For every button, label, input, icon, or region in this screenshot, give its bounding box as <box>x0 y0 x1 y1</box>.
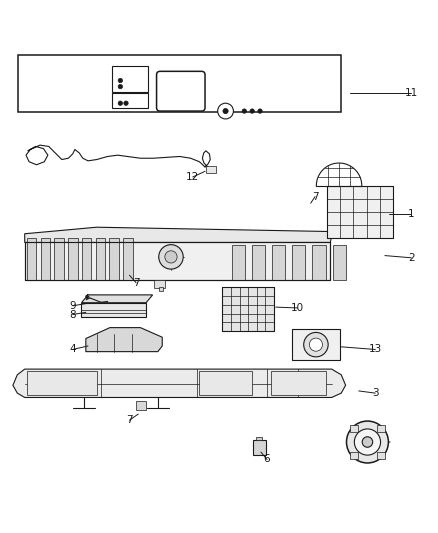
Circle shape <box>124 101 128 106</box>
Polygon shape <box>68 238 78 280</box>
Circle shape <box>165 251 177 263</box>
Text: 6: 6 <box>264 455 270 464</box>
Bar <box>199 372 252 395</box>
Circle shape <box>362 437 373 447</box>
Polygon shape <box>27 238 36 280</box>
Polygon shape <box>272 245 286 280</box>
Polygon shape <box>123 238 133 280</box>
Bar <box>292 329 339 360</box>
Polygon shape <box>31 89 80 94</box>
Polygon shape <box>86 328 162 352</box>
Polygon shape <box>332 245 346 280</box>
Circle shape <box>218 103 233 119</box>
Text: 4: 4 <box>69 344 76 354</box>
Text: 3: 3 <box>372 388 378 398</box>
Text: 7: 7 <box>133 278 139 288</box>
Bar <box>153 280 165 288</box>
Polygon shape <box>292 245 305 280</box>
Text: 12: 12 <box>186 172 199 182</box>
Polygon shape <box>81 295 152 303</box>
Polygon shape <box>54 238 64 280</box>
Circle shape <box>309 338 322 351</box>
Circle shape <box>250 109 254 113</box>
Polygon shape <box>252 245 265 280</box>
Bar <box>253 440 266 455</box>
Polygon shape <box>35 101 72 105</box>
Polygon shape <box>25 227 332 243</box>
Polygon shape <box>29 80 79 86</box>
Bar <box>377 425 385 432</box>
Bar <box>327 185 393 238</box>
Text: 5: 5 <box>372 438 378 448</box>
Polygon shape <box>81 303 146 317</box>
FancyBboxPatch shape <box>156 71 205 111</box>
Polygon shape <box>25 243 330 280</box>
Polygon shape <box>95 238 105 280</box>
Bar <box>136 401 146 410</box>
Text: 2: 2 <box>408 253 414 263</box>
Text: 1: 1 <box>408 209 414 219</box>
Bar <box>27 372 97 395</box>
Text: 9: 9 <box>69 301 76 311</box>
Circle shape <box>346 421 389 463</box>
Bar <box>377 452 385 459</box>
Polygon shape <box>82 238 92 280</box>
Text: 13: 13 <box>369 344 382 354</box>
Circle shape <box>223 108 228 114</box>
Bar <box>159 287 163 292</box>
Circle shape <box>118 101 123 106</box>
Circle shape <box>242 109 247 113</box>
Circle shape <box>258 109 262 113</box>
Bar <box>18 55 341 111</box>
Text: 11: 11 <box>404 88 418 98</box>
Polygon shape <box>28 72 78 77</box>
Text: 10: 10 <box>291 303 304 313</box>
Bar <box>112 66 148 92</box>
Circle shape <box>354 429 381 455</box>
Polygon shape <box>232 245 245 280</box>
Bar <box>223 287 274 331</box>
Polygon shape <box>312 245 325 280</box>
Bar <box>206 166 215 173</box>
Circle shape <box>304 333 328 357</box>
Circle shape <box>159 245 183 269</box>
Text: 7: 7 <box>312 192 318 201</box>
Circle shape <box>118 78 123 83</box>
Bar <box>256 437 262 440</box>
Text: 7: 7 <box>126 415 133 425</box>
Bar <box>272 372 326 395</box>
Bar <box>350 425 358 432</box>
Polygon shape <box>41 238 50 280</box>
Bar <box>112 93 148 108</box>
Circle shape <box>118 84 123 89</box>
Polygon shape <box>109 238 119 280</box>
Polygon shape <box>13 369 346 398</box>
Text: 8: 8 <box>69 310 76 319</box>
Bar <box>350 452 358 459</box>
